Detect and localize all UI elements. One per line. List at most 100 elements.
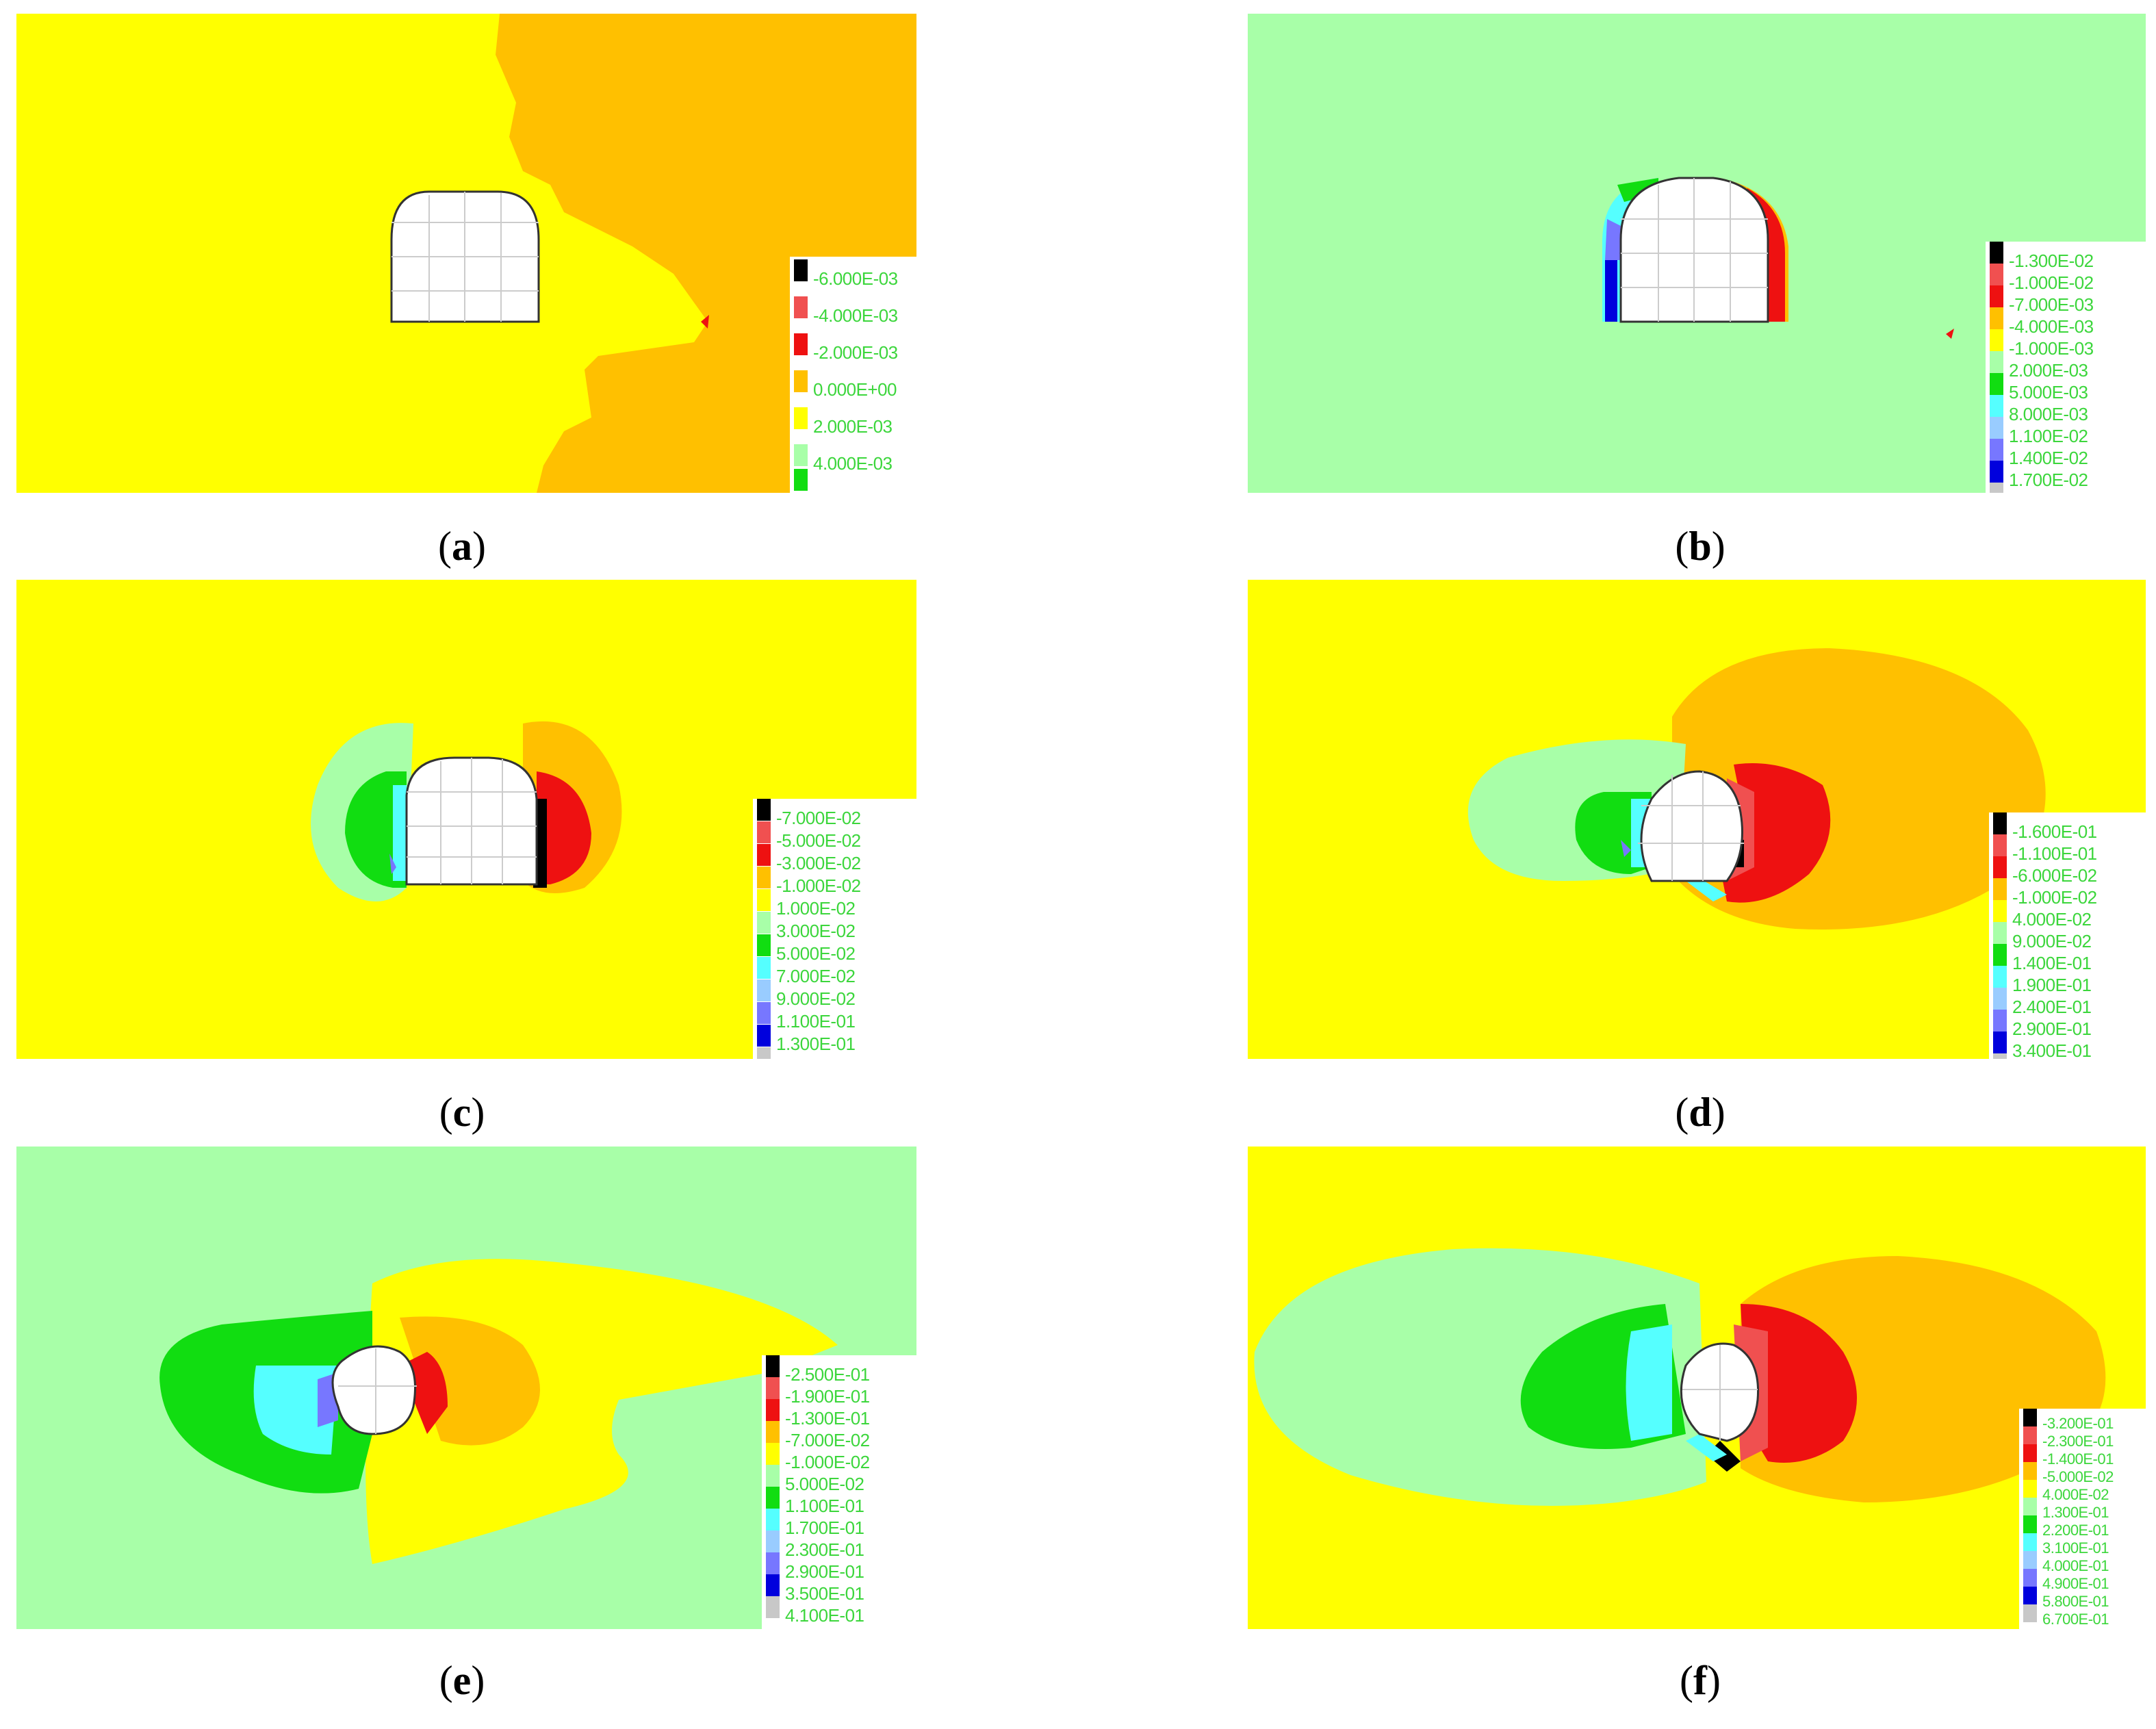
legend-swatch bbox=[1990, 483, 2003, 493]
legend-swatch bbox=[2023, 1444, 2037, 1462]
legend-label: -7.000E-02 bbox=[785, 1430, 870, 1450]
legend-label: 6.700E-01 bbox=[2042, 1611, 2109, 1628]
caption-letter: c bbox=[452, 1090, 472, 1135]
contour-plot-f bbox=[1248, 1147, 2146, 1629]
legend-d: -1.600E-01 -1.100E-01 -6.000E-02 -1.000E… bbox=[1989, 812, 2146, 1060]
legend-swatch bbox=[1993, 900, 2007, 922]
legend-label: 5.000E-02 bbox=[785, 1474, 864, 1494]
legend-label: 3.500E-01 bbox=[785, 1583, 864, 1604]
legend-swatch bbox=[2023, 1569, 2037, 1587]
legend-label: 4.000E-03 bbox=[813, 453, 893, 474]
legend-swatch bbox=[1990, 307, 2003, 329]
legend-label: 1.900E-01 bbox=[2012, 975, 2092, 995]
legend-swatch bbox=[1990, 439, 2003, 461]
legend-label: 4.000E-02 bbox=[2012, 909, 2092, 930]
legend-label: 1.100E-02 bbox=[2009, 426, 2088, 446]
legend-c: -7.000E-02 -5.000E-02 -3.000E-02 -1.000E… bbox=[753, 799, 916, 1059]
legend-swatch bbox=[1990, 264, 2003, 285]
legend-label: -6.000E-02 bbox=[2012, 865, 2097, 886]
legend-label: 1.000E-02 bbox=[776, 898, 856, 919]
legend-swatch bbox=[766, 1399, 780, 1421]
caption-c: (c) bbox=[439, 1090, 485, 1135]
legend-label: -2.500E-01 bbox=[785, 1364, 870, 1385]
legend-label: -1.900E-01 bbox=[785, 1386, 870, 1407]
legend-swatch bbox=[2023, 1551, 2037, 1569]
panel-f: -3.200E-01 -2.300E-01 -1.400E-01 -5.000E… bbox=[1248, 1147, 2146, 1629]
legend-swatch bbox=[2023, 1498, 2037, 1515]
legend-label: 5.800E-01 bbox=[2042, 1593, 2109, 1610]
legend-label: 9.000E-02 bbox=[2012, 931, 2092, 951]
legend-swatch bbox=[794, 469, 808, 491]
legend-label: 2.400E-01 bbox=[2012, 997, 2092, 1017]
legend-swatch bbox=[766, 1355, 780, 1377]
legend-swatch bbox=[1990, 329, 2003, 351]
legend-swatch bbox=[1990, 242, 2003, 264]
legend-label: -1.000E-02 bbox=[776, 875, 861, 896]
legend-label: 3.000E-02 bbox=[776, 921, 856, 941]
legend-swatch bbox=[757, 934, 771, 956]
legend-swatch bbox=[1993, 856, 2007, 878]
legend-label: 1.300E-01 bbox=[776, 1034, 856, 1054]
panel-e: -2.500E-01 -1.900E-01 -1.300E-01 -7.000E… bbox=[16, 1147, 916, 1629]
legend-swatch bbox=[1990, 417, 2003, 439]
caption-d: (d) bbox=[1675, 1090, 1725, 1135]
legend-swatch bbox=[1993, 944, 2007, 966]
legend-label: -3.200E-01 bbox=[2042, 1415, 2114, 1432]
legend-label: 2.900E-01 bbox=[2012, 1019, 2092, 1039]
legend-swatch bbox=[2023, 1604, 2037, 1622]
legend-label: 7.000E-02 bbox=[776, 966, 856, 986]
legend-swatch bbox=[766, 1596, 780, 1618]
legend-swatch bbox=[1990, 285, 2003, 307]
legend-swatch bbox=[794, 296, 808, 318]
legend-label: 1.400E-01 bbox=[2012, 953, 2092, 973]
legend-swatch bbox=[2023, 1533, 2037, 1551]
legend-label: 2.000E-03 bbox=[2009, 360, 2088, 381]
legend-swatch bbox=[766, 1574, 780, 1596]
legend-label: 4.900E-01 bbox=[2042, 1575, 2109, 1592]
caption-letter: d bbox=[1689, 1090, 1712, 1135]
legend-swatch bbox=[1990, 373, 2003, 395]
legend-swatch bbox=[757, 957, 771, 979]
legend-label: 1.400E-02 bbox=[2009, 448, 2088, 468]
legend-label: -1.000E-02 bbox=[785, 1452, 870, 1472]
legend-label: -1.100E-01 bbox=[2012, 843, 2097, 864]
legend-swatch bbox=[1990, 461, 2003, 483]
legend-label: 0.000E+00 bbox=[813, 379, 897, 400]
legend-swatch bbox=[1990, 395, 2003, 417]
panel-c: -7.000E-02 -5.000E-02 -3.000E-02 -1.000E… bbox=[16, 580, 916, 1059]
legend-label: 2.200E-01 bbox=[2042, 1522, 2109, 1539]
legend-label: 1.100E-01 bbox=[785, 1496, 864, 1516]
legend-label: -2.300E-01 bbox=[2042, 1433, 2114, 1450]
caption-letter: f bbox=[1693, 1658, 1707, 1703]
legend-swatch bbox=[1993, 1010, 2007, 1032]
legend-label: 8.000E-03 bbox=[2009, 404, 2088, 424]
caption-a: (a) bbox=[438, 524, 486, 569]
legend-swatch bbox=[757, 844, 771, 866]
legend-label: -1.000E-03 bbox=[2009, 338, 2094, 359]
legend-swatch bbox=[757, 1047, 771, 1059]
legend-swatch bbox=[766, 1552, 780, 1574]
legend-swatch bbox=[757, 1002, 771, 1024]
legend-label: 1.100E-01 bbox=[776, 1011, 856, 1032]
legend-label: -2.000E-03 bbox=[813, 342, 898, 363]
legend-label: 1.700E-01 bbox=[785, 1517, 864, 1538]
legend-label: 1.300E-01 bbox=[2042, 1504, 2109, 1521]
legend-swatch bbox=[2023, 1587, 2037, 1604]
legend-swatch bbox=[794, 407, 808, 429]
caption-letter: e bbox=[452, 1658, 472, 1703]
legend-swatch bbox=[757, 979, 771, 1001]
legend-swatch bbox=[757, 912, 771, 934]
legend-label: -1.400E-01 bbox=[2042, 1450, 2114, 1468]
legend-swatch bbox=[2023, 1409, 2037, 1426]
legend-swatch bbox=[794, 370, 808, 392]
caption-b: (b) bbox=[1675, 524, 1725, 569]
legend-label: 4.000E-02 bbox=[2042, 1486, 2109, 1503]
legend-swatch bbox=[766, 1531, 780, 1552]
legend-swatch bbox=[766, 1421, 780, 1443]
legend-swatch bbox=[1993, 988, 2007, 1010]
legend-swatch bbox=[1993, 878, 2007, 900]
legend-label: -1.000E-02 bbox=[2009, 272, 2094, 293]
legend-swatch bbox=[1993, 812, 2007, 834]
legend-label: 5.000E-02 bbox=[776, 943, 856, 964]
panel-d: -1.600E-01 -1.100E-01 -6.000E-02 -1.000E… bbox=[1248, 580, 2146, 1060]
